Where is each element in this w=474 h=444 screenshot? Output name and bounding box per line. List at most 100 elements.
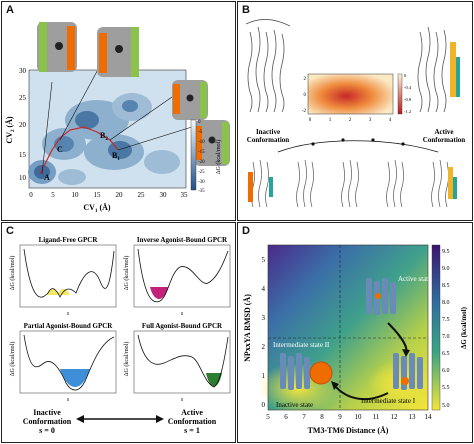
panel-d: D (237, 222, 473, 443)
inset-cbar-tick: -0.4 (404, 85, 412, 90)
inset-xticks: 0 1 2 3 4 (309, 118, 392, 123)
active-conformation-label: Active Conformation (423, 128, 465, 144)
inactive-state-receptor (280, 353, 310, 390)
panel-a-colorbar-ticks: 0 -5 -10 -15 -20 -25 -30 -35 (198, 120, 205, 194)
protein-structure-1 (37, 22, 77, 72)
subplot-xlabel: s (181, 311, 184, 317)
panel-a-xticks: 0 5 10 15 20 25 30 35 (29, 191, 188, 199)
active-helix-highlight (450, 42, 456, 97)
ytick: 1 (262, 372, 266, 380)
cbar-tick: 0 (198, 120, 201, 125)
panel-a: A A C B2 B1 (1, 1, 236, 221)
inset-xtick: 2 (349, 118, 352, 123)
subplot-xlabel: s (181, 397, 184, 403)
panel-d-colorbar (431, 244, 441, 411)
energy-curve (23, 334, 115, 391)
subplot-ylabel: ΔG (kcal/mol) (123, 342, 130, 377)
panel-d-yticks: 0 1 2 3 4 5 (262, 256, 266, 409)
active-structure-top (417, 26, 447, 113)
subplot-xlabel: s (67, 311, 70, 317)
energy-well-fill (150, 287, 168, 299)
inset-yticks: 2 0 -2 (302, 77, 307, 114)
transition-arrow-2 (333, 384, 389, 401)
cbar-tick: -15 (198, 150, 205, 155)
ytick: 5 (262, 256, 266, 264)
energy-well-fill (46, 288, 70, 295)
panel-c-label: C (6, 225, 14, 237)
panel-a-yticks: 10 15 20 25 30 (19, 67, 27, 182)
inset-ytick: 2 (304, 77, 307, 82)
ytick: 0 (262, 401, 266, 409)
inset-cbar-tick: -1.2 (404, 109, 411, 114)
cbar-tick: 5.5 (442, 385, 450, 391)
pointer-line-b1 (117, 126, 193, 151)
point-label-a: A (44, 173, 50, 182)
panel-d-xticks: 5 6 7 8 9 10 11 12 13 14 (266, 413, 432, 421)
xtick: 5 (266, 413, 270, 421)
inset-ytick: 0 (304, 93, 307, 98)
arrow-head-left (76, 415, 84, 423)
xtick: 25 (138, 191, 146, 199)
bottom-structures (251, 159, 449, 208)
ligand-sphere (309, 361, 333, 385)
subplot-ligand-free: Ligand-Free GPCR s (19, 236, 117, 317)
pointer-line-b2 (109, 96, 173, 141)
string-path (277, 140, 439, 153)
panel-d-ylabel: NPxxYA RMSD (Å) (243, 294, 252, 362)
inset-cbar-tick: -0.8 (404, 97, 412, 102)
ytick: 15 (19, 151, 27, 159)
xtick: 0 (29, 191, 33, 199)
panel-d-label: D (242, 225, 250, 237)
inset-xtick: 0 (309, 118, 312, 123)
string-path-nodes (311, 138, 405, 146)
xtick: 15 (94, 191, 102, 199)
xtick: 6 (284, 413, 288, 421)
xtick: 11 (373, 413, 380, 421)
cbar-tick: 9.5 (442, 249, 450, 255)
panel-c-figure: Ligand-Free GPCR s Inverse Agonist-Bound… (9, 236, 231, 435)
panel-b-label: B (242, 4, 250, 16)
panel-d-colorbar-label: ΔG (kcal/mol) (460, 306, 468, 349)
xtick: 14 (425, 413, 433, 421)
cbar-tick: 8.5 (442, 283, 450, 289)
inset-ytick: -2 (302, 109, 307, 114)
inset-cbar-tick: 0 (404, 73, 407, 78)
energy-curve (23, 248, 115, 298)
inset-heatmap (307, 73, 394, 115)
active-helix-highlight-2 (456, 57, 460, 97)
cbar-tick: -25 (198, 170, 205, 175)
bottom-highlights (248, 167, 457, 202)
xtick: 5 (51, 191, 55, 199)
panel-a-colorbar-label: ΔG (kcal/mol) (215, 140, 222, 175)
panel-a-ylabel: CV2 (Å) (5, 116, 16, 144)
xtick: 12 (391, 413, 399, 421)
cbar-tick: 6.5 (442, 351, 450, 357)
cbar-tick: 7.5 (442, 317, 450, 323)
panel-d-xlabel: TM3-TM6 Distance (Å) (308, 426, 389, 435)
pointer-line-c (59, 61, 103, 141)
xtick: 9 (338, 413, 342, 421)
subplot-title: Full Agonist-Bound GPCR (142, 322, 223, 330)
subplot-ylabel: ΔG (kcal/mol) (123, 256, 130, 291)
protein-structure-4 (194, 120, 230, 166)
inset-xtick: 3 (369, 118, 372, 123)
subplot-ylabel: ΔG (kcal/mol) (9, 342, 16, 377)
xtick: 7 (302, 413, 306, 421)
subplot-xlabel: s (67, 397, 70, 403)
cbar-tick: -35 (198, 189, 205, 194)
inset-xtick: 4 (389, 118, 392, 123)
energy-curve (137, 248, 229, 303)
panel-a-label: A (6, 4, 14, 16)
panel-a-figure: A C B2 B1 10 (5, 22, 230, 214)
panel-b-figure: Inactive Conformation Active Conformation (245, 19, 465, 208)
inset-xtick: 1 (329, 118, 332, 123)
inactive-conformation-caption: Inactive Conformation s = 0 (23, 408, 72, 435)
subplot-inverse-agonist: Inverse Agonist-Bound GPCR s (133, 236, 231, 317)
panel-a-xlabel: CV1 (Å) (83, 203, 111, 214)
xtick: 10 (355, 413, 363, 421)
panel-d-figure: Active state Intermediate state II Inter… (243, 244, 468, 435)
panel-c: C Ligand-Free GPCR s Inverse Agonist-Bou… (1, 222, 236, 443)
subplot-title: Partial Agonist-Bound GPCR (24, 322, 114, 330)
subplot-title: Inverse Agonist-Bound GPCR (137, 236, 228, 244)
subplot-partial-agonist: Partial Agonist-Bound GPCR s (19, 322, 117, 403)
